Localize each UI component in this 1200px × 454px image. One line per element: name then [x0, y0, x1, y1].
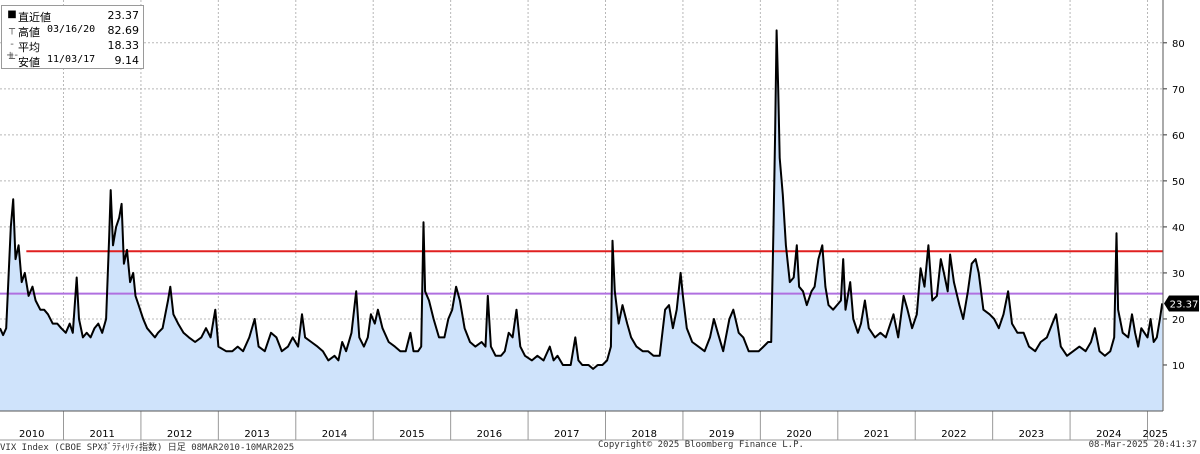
legend-label-high: 高値	[18, 26, 40, 39]
x-tick-label: 2010	[19, 429, 44, 440]
last-value-badge-label: 23.37	[1170, 299, 1199, 310]
legend-high-icon: ┬	[8, 24, 16, 35]
legend-square-icon: ■	[7, 9, 17, 20]
x-tick-label: 2016	[477, 429, 502, 440]
legend-value-last: 23.37	[107, 9, 140, 22]
footer-timestamp: 08-Mar-2025 20:41:37	[1088, 440, 1197, 450]
x-tick-label: 2011	[89, 429, 114, 440]
x-tick-label: 2023	[1019, 429, 1044, 440]
legend-row-average: -+- 平均 18.33	[2, 39, 143, 61]
y-tick-labels: 10 20 30 40 50 60 70 80	[1172, 39, 1185, 372]
x-tick-label: 2017	[554, 429, 579, 440]
x-tick-label: 2025	[1143, 429, 1168, 440]
axis-layer	[0, 0, 1167, 441]
legend-value-average: 18.33	[107, 39, 140, 52]
last-value-badge-shape	[1164, 295, 1199, 312]
y-tick-label: 80	[1172, 39, 1185, 50]
y-tick-label: 20	[1172, 315, 1185, 326]
legend-box: ■ 直近値 23.37 ┬ 高値 03/16/20 82.69 -+- 平均 1…	[1, 5, 144, 69]
legend-value-low: 9.14	[114, 54, 140, 67]
legend-label-average: 平均	[18, 41, 40, 54]
footer-index-description: VIX Index (CBOE SPXﾎﾞﾗﾃｨﾘﾃｨ指数) 日足 08MAR2…	[0, 443, 295, 453]
x-tick-label: 2022	[941, 429, 966, 440]
x-tick-label: 2013	[244, 429, 269, 440]
legend-low-icon: ┴	[8, 54, 16, 65]
y-tick-label: 60	[1172, 131, 1185, 142]
legend-value-high: 82.69	[107, 24, 140, 37]
series-line	[0, 29, 1164, 370]
x-tick-label: 2014	[322, 429, 347, 440]
y-tick-label: 40	[1172, 223, 1185, 234]
legend-average-icon: -+-	[6, 39, 18, 61]
x-tick-label: 2015	[399, 429, 424, 440]
legend-date-high: 03/16/20	[47, 24, 96, 35]
x-tick-label: 2024	[1096, 429, 1121, 440]
x-tick-label: 2019	[709, 429, 734, 440]
legend-row-last: ■ 直近値 23.37	[2, 9, 143, 24]
y-tick-label: 50	[1172, 177, 1185, 188]
last-value-badge: 23.37	[1164, 295, 1199, 312]
legend-row-high: ┬ 高値 03/16/20 82.69	[2, 24, 143, 39]
x-tick-label: 2012	[167, 429, 192, 440]
footer-copyright: Copyright© 2025 Bloomberg Finance L.P.	[598, 440, 804, 450]
y-tick-label: 10	[1172, 361, 1185, 372]
series-area	[0, 30, 1163, 412]
x-tick-label: 2020	[786, 429, 811, 440]
legend-row-low: ┴ 安値 11/03/17 9.14	[2, 54, 143, 69]
legend-label-last: 直近値	[18, 11, 51, 24]
legend-date-low: 11/03/17	[47, 54, 96, 65]
x-tick-label: 2021	[864, 429, 889, 440]
y-tick-label: 30	[1172, 269, 1185, 280]
grid-layer	[0, 0, 1163, 411]
x-tick-label: 2018	[631, 429, 656, 440]
x-tick-labels: 2010 2011 2012 2013 2014 2015 2016 2017 2018 2019…	[19, 429, 1168, 440]
legend-label-low: 安値	[18, 56, 40, 69]
y-tick-label: 70	[1172, 85, 1185, 96]
